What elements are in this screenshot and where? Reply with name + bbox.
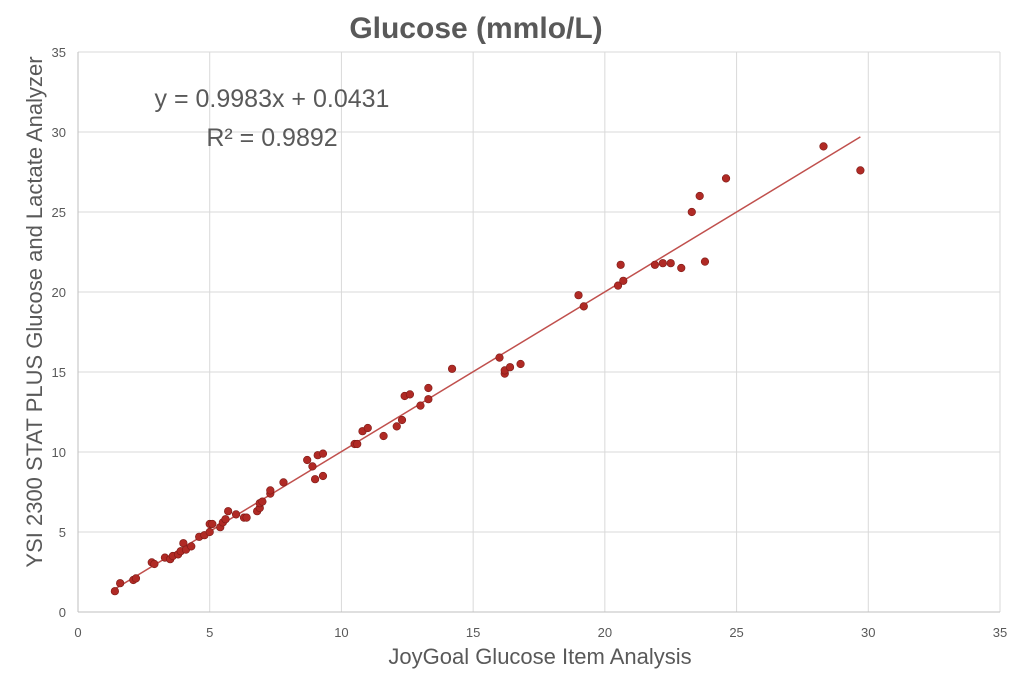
data-point	[318, 471, 328, 481]
data-point	[303, 455, 312, 465]
data-point	[613, 281, 623, 290]
data-point	[379, 431, 388, 441]
chart-title: Glucose (mmlo/L)	[349, 12, 602, 45]
data-point	[579, 302, 588, 311]
data-point	[416, 401, 425, 410]
data-point	[266, 486, 275, 495]
x-tick-label: 25	[729, 625, 743, 640]
x-tick-label: 20	[598, 625, 612, 640]
data-point	[677, 263, 686, 273]
data-point	[392, 422, 401, 431]
data-point	[353, 439, 362, 449]
data-point	[150, 559, 159, 569]
data-point	[505, 363, 515, 372]
data-point	[187, 542, 196, 551]
data-point	[208, 519, 217, 529]
data-point	[650, 260, 660, 269]
x-tick-labels: 0 5 10 15 20 25 30 35	[74, 625, 1007, 640]
x-tick-label: 30	[861, 625, 875, 640]
x-tick-label: 10	[334, 625, 348, 640]
data-point	[116, 579, 125, 588]
data-point	[363, 423, 372, 433]
data-point	[205, 527, 214, 537]
data-point	[242, 513, 251, 522]
y-tick-label: 25	[52, 205, 66, 220]
x-tick-label: 0	[74, 625, 81, 640]
axes	[77, 52, 1000, 613]
data-point	[221, 515, 230, 524]
data-point	[516, 359, 525, 369]
data-point	[819, 142, 828, 151]
data-point	[495, 353, 504, 362]
data-point	[424, 383, 433, 393]
data-point	[310, 475, 320, 484]
data-point	[658, 259, 667, 268]
y-tick-label: 20	[52, 285, 66, 300]
data-point	[110, 587, 119, 596]
data-point	[424, 395, 433, 404]
data-point	[258, 497, 267, 506]
y-tick-label: 30	[52, 125, 66, 140]
y-tick-label: 5	[59, 525, 66, 540]
data-points	[110, 142, 865, 596]
r-squared-label: R² = 0.9892	[206, 124, 337, 152]
gridlines	[78, 51, 1001, 612]
trendline-equation: y = 0.9983x + 0.0431	[155, 85, 390, 113]
data-point	[687, 207, 696, 217]
x-tick-label: 35	[993, 625, 1007, 640]
data-point	[619, 276, 628, 285]
y-tick-label: 35	[52, 45, 66, 60]
data-point	[574, 291, 583, 300]
data-point	[447, 364, 457, 373]
data-point	[666, 259, 675, 268]
x-tick-label: 15	[466, 625, 480, 640]
data-point	[231, 510, 241, 519]
data-point	[721, 174, 731, 183]
y-tick-labels: 0 5 10 15 20 25 30 35	[52, 45, 66, 620]
data-point	[318, 449, 328, 458]
data-point	[700, 257, 710, 266]
y-tick-label: 0	[59, 605, 66, 620]
x-tick-label: 5	[206, 625, 213, 640]
y-tick-label: 10	[52, 445, 66, 460]
data-point	[405, 390, 415, 399]
data-point	[224, 507, 233, 516]
data-point	[279, 478, 288, 487]
y-tick-label: 15	[52, 365, 66, 380]
data-point	[397, 415, 407, 425]
data-point	[308, 462, 317, 471]
data-point	[695, 191, 704, 201]
data-point	[131, 574, 141, 583]
x-axis-title: JoyGoal Glucose Item Analysis	[388, 644, 691, 669]
data-point	[856, 166, 865, 175]
y-axis-title: YSI 2300 STAT PLUS Glucose and Lactate A…	[22, 56, 47, 567]
data-point	[616, 260, 625, 269]
